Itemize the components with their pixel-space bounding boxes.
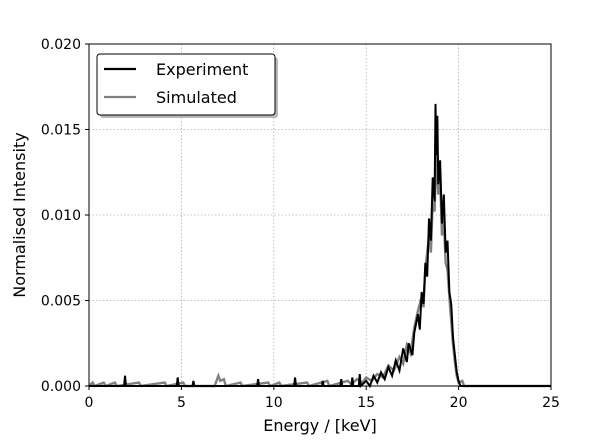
series-line-experiment (89, 103, 551, 389)
y-tick-label: 0.020 (41, 37, 81, 53)
y-tick-label: 0.010 (41, 208, 81, 224)
x-tick-label: 15 (357, 395, 375, 411)
x-tick-label: 20 (450, 395, 468, 411)
legend-box (96, 53, 276, 116)
series-layer (88, 103, 551, 389)
y-tick-label: 0.015 (41, 123, 81, 139)
y-tick-label: 0.005 (41, 294, 81, 310)
y-axis-label: Normalised Intensity (10, 132, 29, 297)
x-tick-label: 10 (265, 395, 283, 411)
series-line-simulated (88, 149, 551, 388)
x-axis-label: Energy / [keV] (263, 416, 377, 435)
x-tick-label: 5 (177, 395, 186, 411)
y-tick-label: 0.000 (41, 379, 81, 395)
x-tick-label: 0 (85, 395, 94, 411)
legend: Experiment Simulated (96, 53, 278, 118)
legend-label-experiment: Experiment (156, 60, 248, 79)
legend-label-simulated: Simulated (156, 88, 237, 107)
ticks: 0 5 10 15 20 25 0.000 0.005 0.010 0.015 0.020 (41, 37, 560, 411)
x-tick-label: 25 (542, 395, 560, 411)
